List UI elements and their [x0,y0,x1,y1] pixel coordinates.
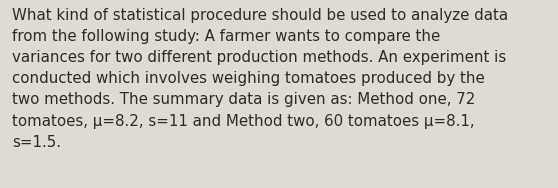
Text: What kind of statistical procedure should be used to analyze data
from the follo: What kind of statistical procedure shoul… [12,8,508,150]
